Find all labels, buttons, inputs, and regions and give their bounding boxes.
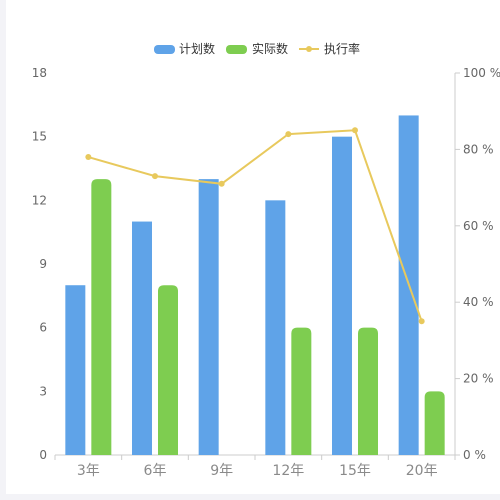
left-y-tick-label: 3 xyxy=(39,384,47,398)
right-y-tick-label: 20 % xyxy=(463,372,494,386)
rate-line xyxy=(88,129,423,322)
right-y-tick-label: 60 % xyxy=(463,219,494,233)
rate-point[interactable] xyxy=(218,180,225,187)
x-tick-label: 15年 xyxy=(339,463,371,479)
legend-item-rate[interactable]: 执行率 xyxy=(299,41,360,56)
actual-bar[interactable] xyxy=(291,327,312,455)
bottom-background-strip xyxy=(0,494,500,500)
plan-bar[interactable] xyxy=(132,221,152,455)
actual-bar[interactable] xyxy=(91,179,112,455)
legend-label-rate: 执行率 xyxy=(324,41,360,56)
legend: 计划数 实际数 执行率 xyxy=(154,41,360,56)
left-y-tick-label: 9 xyxy=(39,257,47,271)
rate-point[interactable] xyxy=(152,173,158,180)
right-y-tick-label: 80 % xyxy=(463,142,494,156)
plan-bar[interactable] xyxy=(198,179,219,455)
left-y-tick-label: 18 xyxy=(32,66,47,80)
x-axis-ticks: 3年 6年 9年 12年 15年 20年 xyxy=(54,455,456,479)
left-y-tick-label: 12 xyxy=(32,193,47,207)
legend-swatch-plan xyxy=(154,45,175,54)
legend-item-plan[interactable]: 计划数 xyxy=(154,41,215,56)
rate-point[interactable] xyxy=(285,131,292,138)
plan-bar[interactable] xyxy=(265,200,286,455)
x-tick-label: 6年 xyxy=(144,463,167,479)
left-background-strip xyxy=(0,0,6,500)
legend-swatch-actual xyxy=(226,45,247,54)
left-y-tick-label: 6 xyxy=(39,321,47,335)
legend-label-actual: 实际数 xyxy=(252,41,288,56)
x-tick-label: 20年 xyxy=(406,463,438,479)
actual-bars xyxy=(91,179,445,455)
plan-bar[interactable] xyxy=(332,136,352,455)
rate-point[interactable] xyxy=(352,127,358,134)
legend-label-plan: 计划数 xyxy=(179,41,215,56)
right-y-tick-label: 0 % xyxy=(463,448,486,462)
rate-point[interactable] xyxy=(418,318,425,325)
x-tick-label: 12年 xyxy=(272,463,304,479)
right-y-axis-ticks: 0 % 20 % 40 % 60 % 80 % 100 % xyxy=(455,66,500,462)
plan-bars xyxy=(65,115,419,455)
x-tick-label: 9年 xyxy=(210,463,233,479)
actual-bar[interactable] xyxy=(424,391,445,455)
right-y-tick-label: 100 % xyxy=(463,66,500,80)
left-y-axis-ticks: 0 3 6 9 12 15 18 xyxy=(32,66,47,462)
left-y-tick-label: 15 xyxy=(32,130,47,144)
plan-bar[interactable] xyxy=(65,285,86,455)
left-y-tick-label: 0 xyxy=(39,448,47,462)
x-tick-label: 3年 xyxy=(77,463,100,479)
actual-bar[interactable] xyxy=(358,327,378,455)
right-y-tick-label: 40 % xyxy=(463,295,494,309)
legend-swatch-rate-dot xyxy=(306,46,312,52)
rate-line-series xyxy=(85,127,425,325)
rate-point[interactable] xyxy=(85,154,92,161)
actual-bar[interactable] xyxy=(158,285,178,455)
legend-item-actual[interactable]: 实际数 xyxy=(226,41,288,56)
